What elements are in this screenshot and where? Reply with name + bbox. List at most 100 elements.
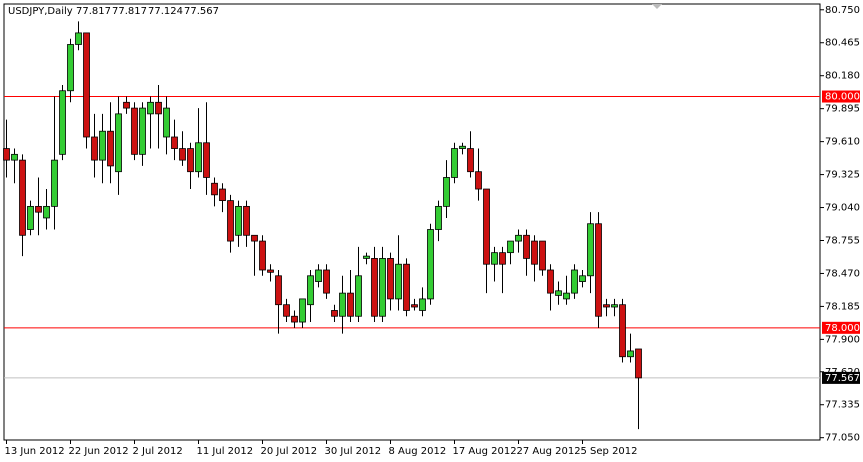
candle-body <box>395 263 402 300</box>
candle-body <box>267 269 274 273</box>
candle-body <box>611 304 618 308</box>
price-label: 77.567 <box>825 373 860 384</box>
candle-body <box>275 275 282 306</box>
candle-body <box>315 269 322 282</box>
candle-body <box>539 240 546 271</box>
candle-body <box>411 304 418 308</box>
candle-body <box>619 304 626 358</box>
chart-shift-marker <box>652 4 662 9</box>
candle-body <box>507 240 514 254</box>
candle-body <box>251 234 258 242</box>
candle-body <box>67 44 74 92</box>
candle-body <box>499 252 506 265</box>
candle-body <box>19 159 26 236</box>
candle-body <box>555 290 562 296</box>
candle-body <box>515 234 522 242</box>
candle-body <box>43 205 50 219</box>
price-label-box <box>822 371 860 384</box>
candle-body <box>371 258 378 317</box>
header-high: 77.817 <box>112 6 147 17</box>
y-tick-label: 80.465 <box>825 38 860 49</box>
header: USDJPY,Daily 77.817 77.817 77.124 77.567 <box>8 6 219 17</box>
level-label: 80.000 <box>825 92 860 103</box>
x-tick-label: 17 Aug 2012 <box>453 446 517 457</box>
x-tick-label: 5 Sep 2012 <box>581 446 638 457</box>
candle-body <box>3 148 10 161</box>
x-tick-label: 8 Aug 2012 <box>389 446 447 457</box>
candle-body <box>243 205 250 236</box>
y-tick-label: 77.335 <box>825 400 860 411</box>
candle-body <box>27 205 34 230</box>
candle-body <box>419 298 426 311</box>
candle-body <box>443 177 450 207</box>
candle-body <box>163 107 170 138</box>
y-tick-label: 80.180 <box>825 71 860 82</box>
candle-body <box>435 205 442 230</box>
candle-body <box>531 240 538 265</box>
level-label-box <box>822 90 860 103</box>
candle-body <box>291 315 298 323</box>
candle-body <box>195 142 202 173</box>
candle-body <box>491 252 498 265</box>
candle-body <box>115 113 122 173</box>
candle-body <box>563 292 570 300</box>
y-tick-label: 80.750 <box>825 5 860 16</box>
candle-body <box>603 304 610 308</box>
candle-body <box>283 304 290 317</box>
candle-body <box>451 148 458 178</box>
candle-body <box>387 258 394 300</box>
candle-body <box>51 159 58 207</box>
candle-body <box>75 32 82 45</box>
header-close: 77.567 <box>184 6 219 17</box>
candle-body <box>11 153 18 161</box>
candle-body <box>427 229 434 300</box>
x-tick-label: 2 Jul 2012 <box>133 446 183 457</box>
x-tick-label: 11 Jul 2012 <box>197 446 254 457</box>
candle-body <box>59 90 66 155</box>
candle-body <box>475 171 482 190</box>
candle-body <box>307 275 314 306</box>
candle-body <box>187 148 194 173</box>
y-tick-label: 77.050 <box>825 433 860 444</box>
candle-body <box>155 101 162 115</box>
candle-body <box>123 101 130 109</box>
header-low: 77.124 <box>148 6 183 17</box>
candle-body <box>139 107 146 155</box>
candle-body <box>379 258 386 317</box>
candle-body <box>579 275 586 282</box>
y-tick-label: 78.755 <box>825 236 860 247</box>
candle-body <box>347 292 354 317</box>
candle-body <box>467 148 474 173</box>
plot-frame <box>3 3 821 441</box>
y-tick-label: 77.900 <box>825 334 860 345</box>
candle-body <box>147 101 154 115</box>
candle-body <box>483 188 490 265</box>
symbol: USDJPY,Daily <box>8 6 73 17</box>
x-tick-label: 30 Jul 2012 <box>325 446 382 457</box>
y-tick-label: 79.040 <box>825 203 860 214</box>
candle-body <box>235 205 242 236</box>
candle-body <box>587 223 594 277</box>
candle-body <box>323 269 330 294</box>
candle-body <box>523 234 530 259</box>
candle-body <box>635 348 642 379</box>
candle-body <box>595 223 602 317</box>
candle-body <box>403 263 410 311</box>
y-tick-label: 78.470 <box>825 268 860 279</box>
candle-body <box>35 205 42 213</box>
x-tick-label: 13 Jun 2012 <box>5 446 65 457</box>
y-tick-label: 79.325 <box>825 170 860 181</box>
candle-body <box>83 32 90 138</box>
candle-body <box>227 200 234 242</box>
candle-body <box>107 130 114 167</box>
candle-body <box>459 145 466 149</box>
candle-body <box>219 188 226 202</box>
candle-body <box>331 310 338 317</box>
x-tick-label: 20 Jul 2012 <box>261 446 318 457</box>
candle-body <box>547 269 554 294</box>
y-tick-label: 78.185 <box>825 301 860 312</box>
x-tick-label: 22 Jun 2012 <box>69 446 129 457</box>
y-tick-label: 79.895 <box>825 104 860 115</box>
candle-body <box>203 142 210 178</box>
